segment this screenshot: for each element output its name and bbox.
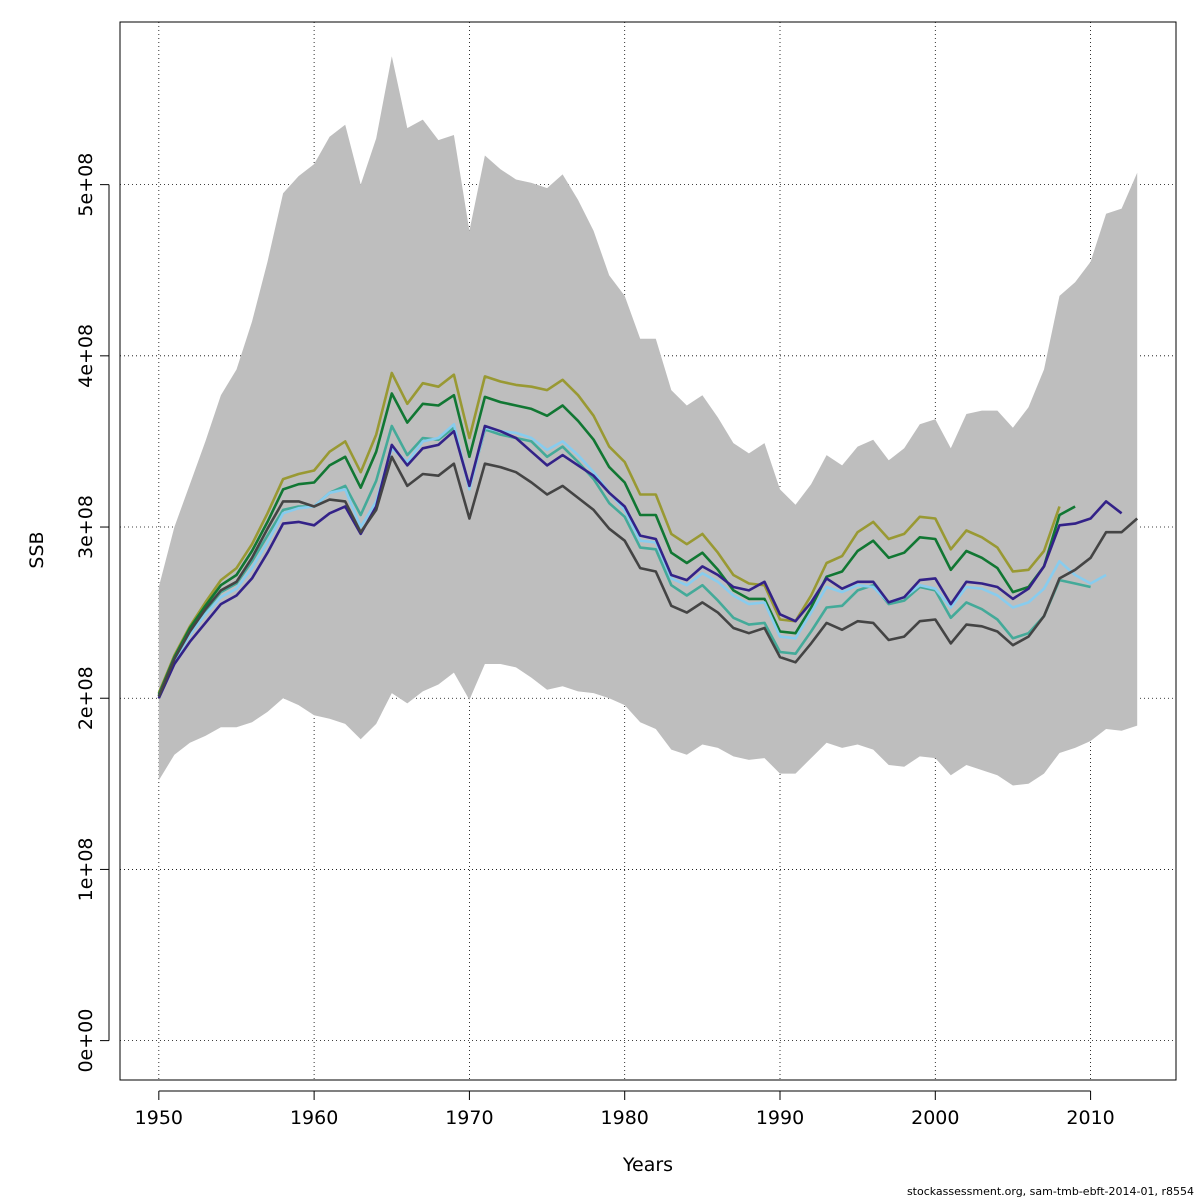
footer-source-text: stockassessment.org, sam-tmb-ebft-2014-0… (906, 1185, 1194, 1198)
x-tick-label: 1980 (601, 1107, 649, 1129)
confidence-band (158, 56, 1138, 786)
y-axis-label: SSB (26, 531, 48, 568)
x-tick-label: 2000 (911, 1107, 959, 1129)
y-tick-label: 2e+08 (75, 666, 97, 730)
x-tick-label: 1960 (290, 1107, 338, 1129)
x-tick-label: 2010 (1066, 1107, 1114, 1129)
plot-frame (119, 21, 1177, 1081)
confidence-band-layer (158, 56, 1138, 786)
y-tick-label: 0e+00 (75, 1009, 97, 1073)
x-tick-label: 1990 (756, 1107, 804, 1129)
series-line-5 (157, 424, 1123, 699)
series-line-2 (157, 392, 1076, 696)
x-tick-label: 1970 (445, 1107, 493, 1129)
y-tick-label: 1e+08 (75, 837, 97, 901)
y-tick-label: 4e+08 (75, 324, 97, 388)
axes: 1950 1960 1970 1980 1990 2000 2010 0e+00 1e+08 2e… (75, 153, 1115, 1129)
series-line-1 (157, 371, 1061, 694)
series-layer (157, 371, 1139, 699)
y-tick-label: 3e+08 (75, 495, 97, 559)
y-tick-label: 5e+08 (75, 153, 97, 217)
x-tick-label: 1950 (135, 1107, 183, 1129)
x-axis-label: Years (622, 1154, 673, 1176)
series-line-6 (157, 455, 1139, 697)
